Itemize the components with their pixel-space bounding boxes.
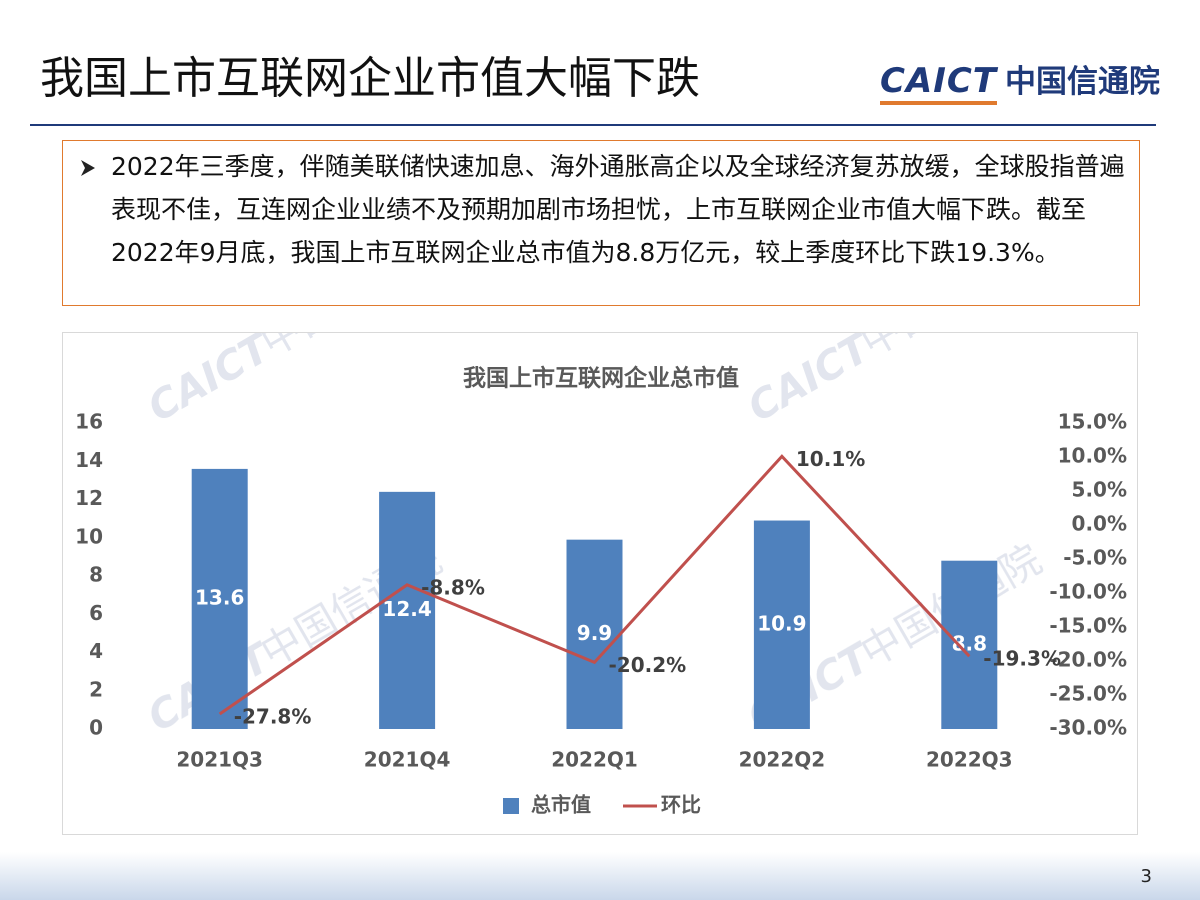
y2-tick-label: -30.0% <box>1049 716 1127 740</box>
bullet-marker <box>81 160 95 176</box>
y2-tick-label: 0.0% <box>1072 512 1127 536</box>
legend-label: 总市值 <box>531 793 591 817</box>
y-tick-label: 6 <box>89 601 103 625</box>
bullet-box: 2022年三季度，伴随美联储快速加息、海外通胀高企以及全球经济复苏放缓，全球股指… <box>62 140 1140 306</box>
watermark-latin: CAICT <box>741 333 881 431</box>
y-tick-label: 14 <box>75 448 103 472</box>
watermark-cn: 中国信通院 <box>253 333 449 366</box>
y-tick-label: 12 <box>75 486 103 510</box>
x-tick-label: 2022Q3 <box>926 748 1013 772</box>
x-tick-label: 2022Q2 <box>739 748 826 772</box>
bar-value-label: 9.9 <box>577 621 612 645</box>
legend-item: 环比 <box>623 793 701 817</box>
y2-tick-label: -10.0% <box>1049 580 1127 604</box>
line-value-label: -8.8% <box>421 575 485 599</box>
bar-value-label: 10.9 <box>757 611 806 635</box>
bar <box>379 491 436 729</box>
logo-latin: CAICT <box>879 61 997 105</box>
x-tick-label: 2022Q1 <box>551 748 638 772</box>
bar <box>566 539 623 729</box>
bar <box>191 468 248 729</box>
y2-tick-label: 15.0% <box>1058 410 1127 434</box>
logo-cn: 中国信通院 <box>1005 64 1160 100</box>
y-tick-label: 0 <box>89 716 103 740</box>
y-tick-label: 2 <box>89 677 103 701</box>
y-tick-label: 16 <box>75 410 103 434</box>
y-tick-label: 8 <box>89 563 103 587</box>
chart: CAICT中国信通院CAICT中国信通院CAICT中国信通院CAICT中国信通院… <box>75 333 1127 817</box>
line-value-label: -19.3% <box>983 647 1061 671</box>
line-value-label: 10.1% <box>796 447 865 471</box>
legend-item: 总市值 <box>503 793 591 817</box>
chart-box: CAICT中国信通院CAICT中国信通院CAICT中国信通院CAICT中国信通院… <box>62 332 1138 835</box>
y2-tick-label: -25.0% <box>1049 682 1127 706</box>
watermark-cn: 中国信通院 <box>853 333 1049 366</box>
legend-swatch <box>503 798 519 814</box>
y2-tick-label: -5.0% <box>1063 546 1127 570</box>
chart-title: 我国上市互联网企业总市值 <box>463 365 739 392</box>
bar <box>753 520 810 729</box>
watermark-latin: CAICT <box>141 333 281 431</box>
header-rule <box>30 124 1156 126</box>
bar-value-label: 13.6 <box>195 585 244 609</box>
line <box>218 454 971 716</box>
slide-title: 我国上市互联网企业市值大幅下跌 <box>40 53 700 104</box>
x-tick-label: 2021Q4 <box>364 748 451 772</box>
y2-tick-label: -15.0% <box>1049 614 1127 638</box>
x-tick-label: 2021Q3 <box>176 748 263 772</box>
y2-tick-label: 5.0% <box>1072 478 1127 502</box>
y-tick-label: 4 <box>89 639 103 663</box>
footer-band <box>0 852 1200 900</box>
bar <box>941 560 998 729</box>
line-value-label: -27.8% <box>234 705 312 729</box>
logo: CAICT 中国信通院 <box>879 56 1160 105</box>
bullet-text: 2022年三季度，伴随美联储快速加息、海外通胀高企以及全球经济复苏放缓，全球股指… <box>111 152 1125 267</box>
y-tick-label: 10 <box>75 524 103 548</box>
bar-value-label: 12.4 <box>382 597 431 621</box>
line-value-label: -20.2% <box>609 653 687 677</box>
y2-tick-label: 10.0% <box>1058 444 1127 468</box>
y2-tick-label: -20.0% <box>1049 648 1127 672</box>
legend-label: 环比 <box>661 793 701 817</box>
page-number: 3 <box>1140 866 1152 887</box>
